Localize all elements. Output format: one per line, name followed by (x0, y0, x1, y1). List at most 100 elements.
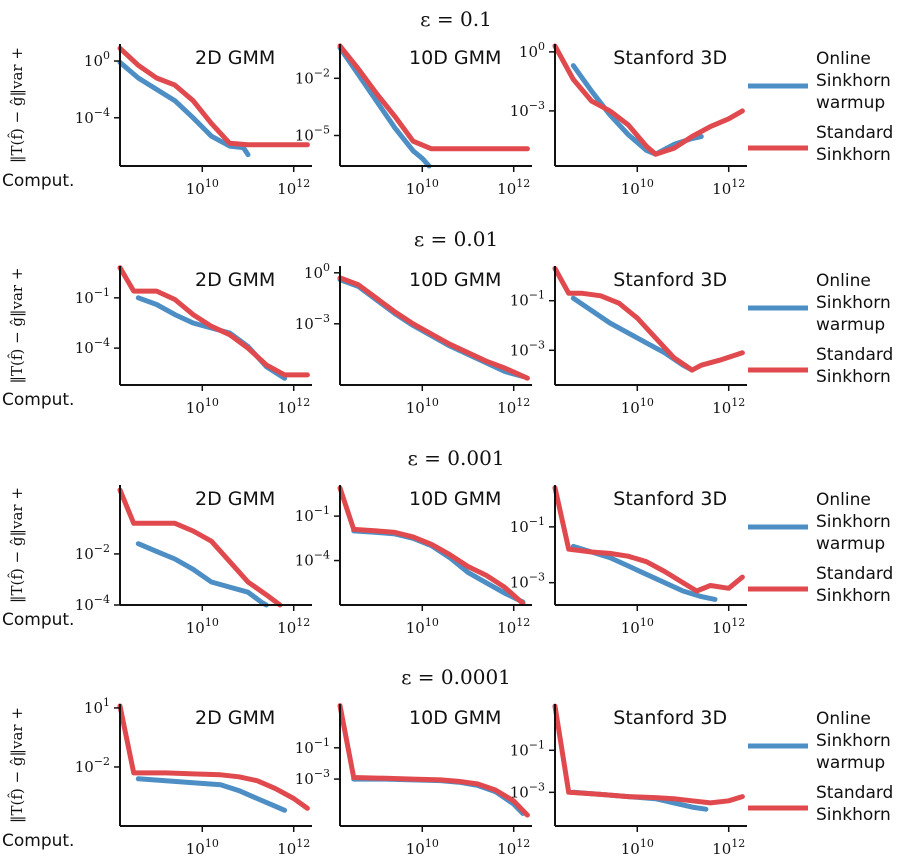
x-tick-label: 1010 (621, 396, 654, 417)
panel-stanford-3d: 10−1 10−3 1010 1012 Stanford 3D (510, 266, 747, 417)
panel-2d-gmm: 10−1 10−4 1010 1012 2D GMM (75, 265, 312, 417)
panel-2d-gmm: 101 10−2 1010 1012 2D GMM (75, 696, 312, 858)
x-tick-label: 1012 (277, 396, 310, 417)
y-tick-label: 10−1 (510, 515, 545, 536)
y-tick-label: 10−3 (295, 767, 330, 788)
y-tick-label: 10−2 (75, 755, 110, 776)
row-title: ε = 0.001 (407, 446, 504, 470)
x-tick-label: 1010 (406, 177, 439, 198)
panel-title: Stanford 3D (613, 47, 727, 69)
panel-title: 2D GMM (195, 47, 275, 69)
x-tick-label: 1010 (621, 177, 654, 198)
x-tick-label: 1010 (621, 837, 654, 858)
legend-label: Sinkhorn (816, 586, 891, 606)
panel-title: Stanford 3D (613, 707, 727, 729)
panel-10d-gmm: 100 10−3 1010 1012 10D GMM (295, 261, 532, 417)
legend-label: Online (816, 49, 871, 69)
y-tick-label: 10−1 (510, 738, 545, 759)
y-tick-label: 10−1 (510, 289, 545, 310)
y-axis-label: ‖T(f̂) − ĝ‖var + (8, 487, 26, 603)
y-tick-label: 10−5 (295, 124, 330, 145)
panel-10d-gmm: 10−2 10−5 1010 1012 10D GMM (295, 43, 532, 198)
panel-title: Stanford 3D (613, 269, 727, 291)
panel-title: 2D GMM (195, 488, 275, 510)
row-title: ε = 0.1 (420, 7, 492, 31)
x-tick-label: 1010 (621, 616, 654, 637)
x-tick-label: 1012 (712, 616, 745, 637)
panel-10d-gmm: 10−1 10−4 1010 1012 10D GMM (295, 485, 532, 637)
legend-label: Sinkhorn (816, 293, 891, 313)
series-line-standard (117, 265, 310, 378)
legend-label: Sinkhorn (816, 512, 891, 532)
legend-label: Sinkhorn (816, 805, 891, 825)
row-title: ε = 0.01 (414, 227, 498, 251)
x-tick-label: 1010 (186, 177, 219, 198)
y-tick-label: 10−3 (510, 338, 545, 359)
x-tick-label: 1012 (712, 396, 745, 417)
legend-label: Online (816, 271, 871, 291)
legend-label: Sinkhorn (816, 145, 891, 165)
panel-title: 10D GMM (409, 47, 501, 69)
panel-stanford-3d: 10−1 10−3 1010 1012 Stanford 3D (510, 703, 747, 858)
series-line-online (351, 528, 526, 605)
panel-10d-gmm: 10−1 10−3 1010 1012 10D GMM (295, 703, 532, 858)
panel-title: 10D GMM (409, 488, 501, 510)
row-title: ε = 0.0001 (401, 665, 511, 689)
legend-label: warmup (816, 534, 885, 554)
y-tick-label: 10−4 (75, 106, 110, 127)
series-line-standard (337, 485, 526, 606)
x-tick-label: 1012 (277, 616, 310, 637)
x-tick-label: 1012 (712, 177, 745, 198)
series-line-standard (337, 43, 530, 152)
x-axis-label: Comput. (2, 610, 74, 630)
y-axis-label: ‖T(f̂) − ĝ‖var + (8, 47, 26, 163)
y-tick-label: 10−1 (295, 736, 330, 757)
x-axis-label: Comput. (2, 390, 74, 410)
row-4: ε = 0.0001 ‖T(f̂) − ĝ‖var + Comput. 101 10−2… (2, 665, 893, 858)
y-tick-label: 10−1 (75, 286, 110, 307)
y-tick-label: 10−3 (510, 571, 545, 592)
y-tick-label: 100 (84, 49, 110, 70)
series-line-online (135, 541, 269, 608)
y-tick-label: 10−2 (75, 542, 110, 563)
y-tick-label: 10−4 (75, 593, 110, 614)
series-line-standard (337, 703, 530, 818)
legend-label: Standard (816, 123, 893, 143)
legend-label: Sinkhorn (816, 731, 891, 751)
legend-label: warmup (816, 753, 885, 773)
row-1: ε = 0.1 ‖T(f̂) − ĝ‖var + Comput. 100 10−4 101… (2, 7, 893, 198)
x-tick-label: 1012 (497, 616, 530, 637)
y-tick-label: 100 (519, 40, 545, 61)
panel-title: Stanford 3D (613, 488, 727, 510)
legend-label: Online (816, 490, 871, 510)
series-line-standard (337, 275, 530, 381)
y-tick-label: 10−3 (295, 312, 330, 333)
series-line-standard (117, 703, 310, 811)
legend-label: Sinkhorn (816, 367, 891, 387)
y-tick-label: 10−2 (295, 66, 330, 87)
x-tick-label: 1012 (277, 837, 310, 858)
series-line-online (117, 59, 251, 158)
legend-label: warmup (816, 93, 885, 113)
x-tick-label: 1010 (186, 616, 219, 637)
y-axis-label: ‖T(f̂) − ĝ‖var + (8, 707, 26, 823)
x-tick-label: 1012 (497, 837, 530, 858)
series-line-standard (552, 43, 745, 157)
legend-label: warmup (816, 315, 885, 335)
x-tick-label: 1010 (406, 837, 439, 858)
legend-label: Standard (816, 564, 893, 584)
series-line-standard (552, 703, 745, 806)
y-tick-label: 10−1 (295, 504, 330, 525)
panel-stanford-3d: 10−1 10−3 1010 1012 Stanford 3D (510, 485, 747, 637)
y-tick-label: 10−4 (295, 549, 330, 570)
y-tick-label: 100 (304, 261, 330, 282)
row-2: ε = 0.01‖T(f̂) − ĝ‖var +Comput.10−110−41… (2, 227, 893, 417)
panel-title: 10D GMM (409, 269, 501, 291)
x-tick-label: 1010 (406, 396, 439, 417)
x-tick-label: 1010 (186, 396, 219, 417)
series-line-online (337, 45, 432, 169)
legend-label: Online (816, 709, 871, 729)
